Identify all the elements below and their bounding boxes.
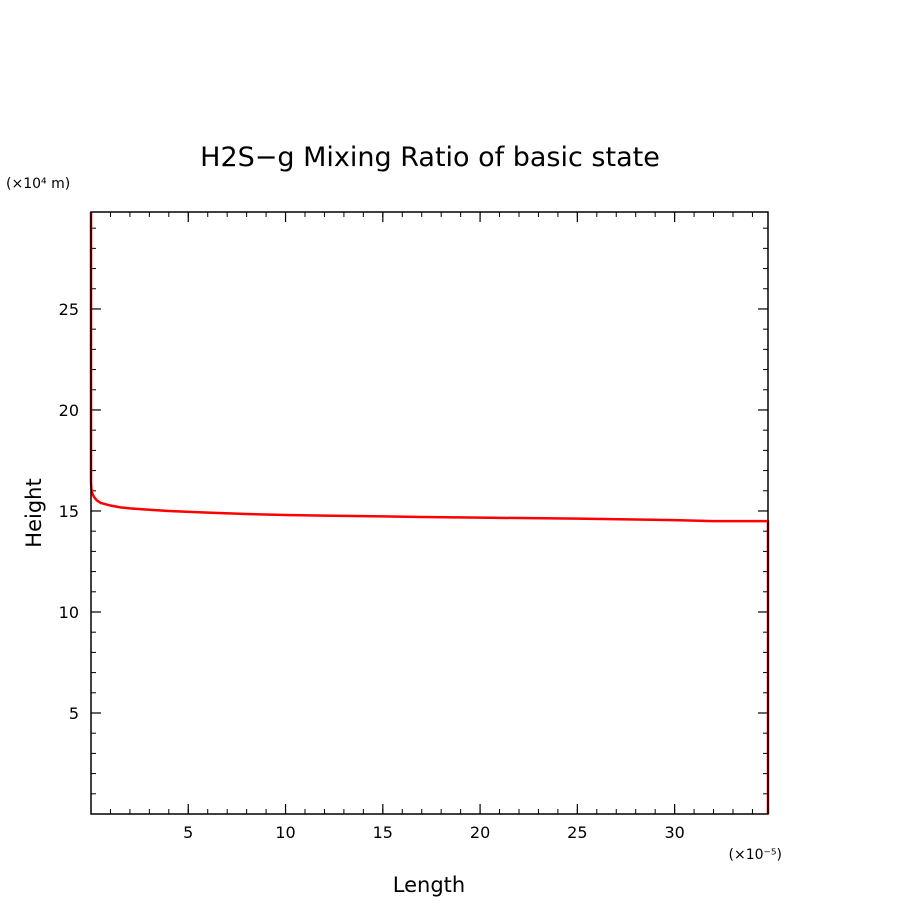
y-tick-label: 20 <box>59 401 79 420</box>
y-axis-label: Height <box>22 478 46 547</box>
x-tick-label: 10 <box>275 823 295 842</box>
tick-labels: 5 10 15 20 25 30 5 10 15 20 25 <box>59 300 685 842</box>
x-tick-label: 15 <box>373 823 393 842</box>
major-ticks <box>91 212 768 814</box>
y-scale-label: (×10⁴ m) <box>6 176 70 192</box>
y-tick-label: 15 <box>59 502 79 521</box>
x-tick-label: 25 <box>567 823 587 842</box>
x-tick-label: 20 <box>470 823 490 842</box>
y-tick-label: 25 <box>59 300 79 319</box>
x-tick-label: 5 <box>183 823 193 842</box>
x-axis-label: Length <box>393 873 465 897</box>
x-tick-label: 30 <box>664 823 684 842</box>
series-line <box>89 212 770 814</box>
y-tick-label: 5 <box>69 704 79 723</box>
x-scale-label: (×10⁻⁵) <box>729 847 782 863</box>
chart-title: H2S−g Mixing Ratio of basic state <box>200 142 660 173</box>
plot-frame <box>90 211 769 815</box>
y-tick-label: 10 <box>59 603 79 622</box>
